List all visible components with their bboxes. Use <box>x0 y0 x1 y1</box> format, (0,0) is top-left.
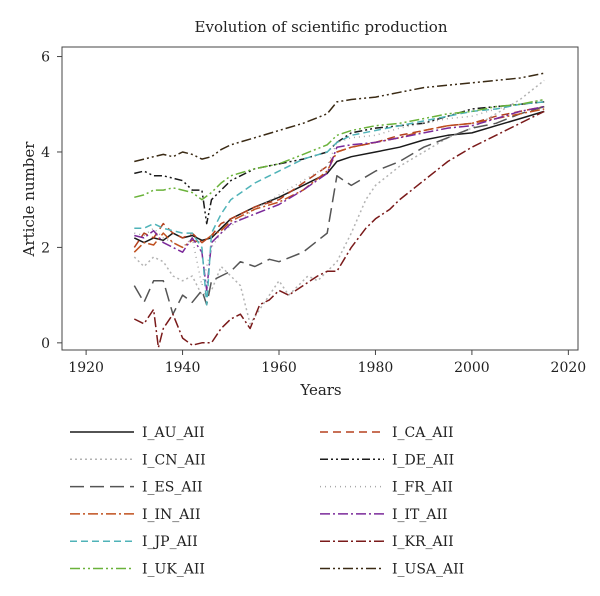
x-tick-label: 1940 <box>165 360 201 376</box>
series-line-i-ca-aii <box>133 105 545 248</box>
series-line-i-cn-aii <box>133 79 545 325</box>
x-axis-label: Years <box>299 381 341 399</box>
legend-label: I_CA_AII <box>392 425 454 441</box>
legend-label: I_UK_AII <box>142 562 205 578</box>
legend: I_AU_AII I_CA_AII I_CN_AII I_DE_AII I_ES_AII… <box>70 425 464 578</box>
x-tick-label: 2020 <box>551 360 587 376</box>
legend-label: I_IN_AII <box>142 507 200 523</box>
chart-title: Evolution of scientific production <box>195 18 448 36</box>
plot-frame <box>61 46 579 351</box>
y-tick-label: 4 <box>41 145 50 161</box>
series-line-i-fr-aii <box>134 98 545 287</box>
y-axis-ticks: 0 2 4 6 <box>41 50 62 352</box>
legend-label: I_CN_AII <box>142 452 206 468</box>
y-axis-label: Article number <box>20 141 38 258</box>
legend-label: I_FR_AII <box>392 480 453 496</box>
series-layer <box>133 72 545 349</box>
series-line-i-usa-aii <box>134 72 545 163</box>
x-tick-label: 1920 <box>68 360 104 376</box>
series-line-i-jp-aii <box>134 101 545 306</box>
legend-label: I_AU_AII <box>142 425 205 441</box>
x-tick-label: 1980 <box>358 360 394 376</box>
legend-label: I_USA_AII <box>392 562 464 578</box>
legend-label: I_DE_AII <box>392 452 454 468</box>
y-tick-label: 6 <box>41 50 50 66</box>
legend-label: I_JP_AII <box>142 534 198 550</box>
x-tick-label: 2000 <box>454 360 490 376</box>
series-line-i-es-aii <box>133 105 545 315</box>
series-line-i-kr-aii <box>133 110 545 349</box>
x-tick-label: 1960 <box>261 360 297 376</box>
y-tick-label: 2 <box>41 240 50 256</box>
y-tick-label: 0 <box>41 336 50 352</box>
legend-label: I_ES_AII <box>142 480 203 496</box>
series-line-i-in-aii <box>133 108 545 253</box>
legend-label: I_KR_AII <box>392 534 454 550</box>
x-axis-ticks: 1920 1940 1960 1980 2000 2020 <box>68 350 586 376</box>
series-line-i-it-aii <box>134 105 545 292</box>
series-line-i-uk-aii <box>134 98 545 201</box>
legend-label: I_IT_AII <box>392 507 448 523</box>
